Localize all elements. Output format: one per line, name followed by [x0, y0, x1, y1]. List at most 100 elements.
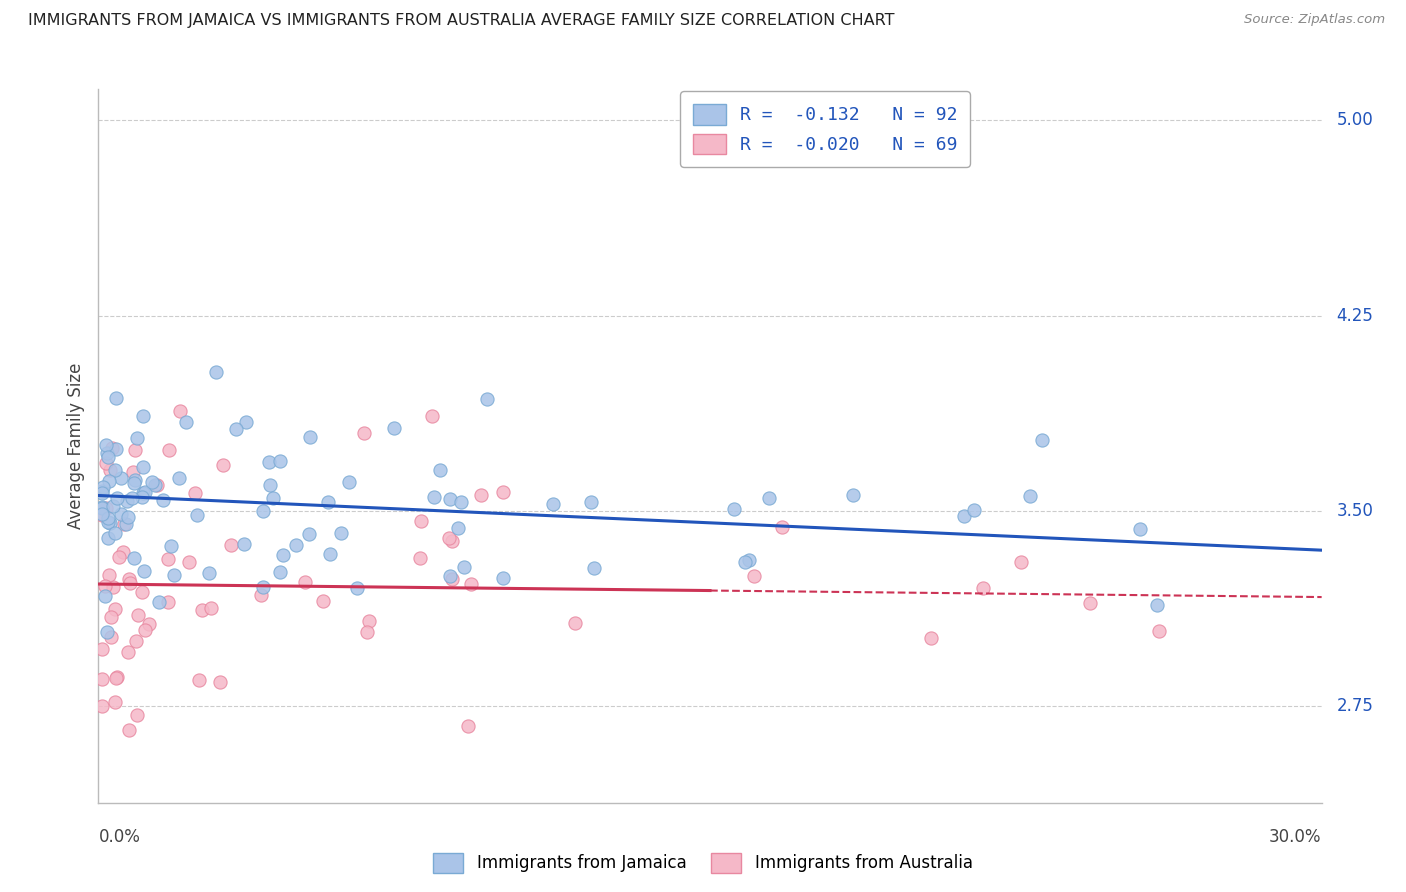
Point	[330, 525, 353, 540]
Point	[127, 431, 149, 445]
Point	[97, 531, 120, 545]
Point	[734, 555, 756, 569]
Point	[841, 488, 863, 502]
Point	[963, 503, 986, 517]
Point	[124, 473, 146, 487]
Point	[121, 491, 143, 506]
Point	[96, 446, 118, 460]
Point	[269, 566, 291, 580]
Point	[157, 595, 180, 609]
Point	[420, 409, 443, 424]
Point	[271, 549, 294, 563]
Point	[269, 454, 291, 468]
Point	[316, 495, 339, 509]
Point	[104, 695, 127, 709]
Point	[1031, 434, 1053, 448]
Point	[492, 484, 515, 499]
Point	[125, 633, 148, 648]
Point	[124, 442, 146, 457]
Point	[134, 485, 156, 500]
Point	[115, 517, 138, 532]
Point	[298, 527, 321, 541]
Point	[105, 491, 128, 505]
Point	[105, 391, 128, 405]
Point	[91, 698, 114, 713]
Point	[98, 463, 121, 477]
Point	[94, 438, 117, 452]
Point	[174, 416, 197, 430]
Point	[337, 475, 360, 489]
Point	[122, 476, 145, 491]
Point	[440, 572, 463, 586]
Point	[91, 500, 114, 515]
Point	[105, 670, 128, 684]
Point	[188, 673, 211, 687]
Point	[423, 490, 446, 504]
Text: 4.25: 4.25	[1336, 307, 1374, 325]
Point	[96, 625, 118, 640]
Point	[232, 537, 254, 551]
Point	[252, 504, 274, 518]
Text: 3.50: 3.50	[1336, 502, 1374, 520]
Point	[138, 616, 160, 631]
Point	[163, 568, 186, 582]
Point	[1018, 489, 1040, 503]
Point	[285, 538, 308, 552]
Point	[157, 443, 180, 458]
Text: 30.0%: 30.0%	[1270, 828, 1322, 846]
Point	[447, 521, 470, 535]
Point	[437, 531, 460, 545]
Point	[475, 392, 498, 406]
Point	[1129, 522, 1152, 536]
Point	[541, 497, 564, 511]
Point	[118, 723, 141, 737]
Point	[262, 491, 284, 505]
Point	[440, 533, 463, 548]
Point	[235, 415, 257, 429]
Point	[225, 421, 247, 435]
Point	[169, 471, 191, 485]
Point	[122, 465, 145, 479]
Point	[356, 624, 378, 639]
Point	[118, 576, 141, 591]
Point	[200, 601, 222, 615]
Point	[97, 567, 120, 582]
Point	[758, 491, 780, 506]
Point	[118, 572, 141, 586]
Point	[177, 555, 200, 569]
Point	[105, 671, 128, 685]
Point	[108, 549, 131, 564]
Point	[249, 588, 271, 602]
Point	[169, 403, 191, 417]
Point	[191, 602, 214, 616]
Point	[770, 520, 793, 534]
Point	[91, 484, 114, 499]
Point	[132, 459, 155, 474]
Point	[319, 547, 342, 561]
Point	[143, 477, 166, 491]
Point	[131, 490, 153, 504]
Point	[97, 515, 120, 529]
Point	[93, 480, 115, 494]
Point	[299, 430, 322, 444]
Point	[259, 477, 281, 491]
Point	[742, 569, 765, 583]
Point	[98, 516, 121, 530]
Text: 0.0%: 0.0%	[98, 828, 141, 846]
Point	[579, 495, 602, 509]
Point	[145, 478, 167, 492]
Point	[205, 366, 228, 380]
Point	[94, 589, 117, 603]
Point	[738, 553, 761, 567]
Point	[564, 615, 586, 630]
Point	[972, 582, 994, 596]
Point	[460, 576, 482, 591]
Point	[429, 463, 451, 477]
Point	[98, 474, 121, 488]
Point	[492, 571, 515, 585]
Point	[91, 485, 114, 500]
Point	[127, 607, 149, 622]
Point	[453, 560, 475, 574]
Point	[132, 409, 155, 423]
Text: 2.75: 2.75	[1336, 698, 1374, 715]
